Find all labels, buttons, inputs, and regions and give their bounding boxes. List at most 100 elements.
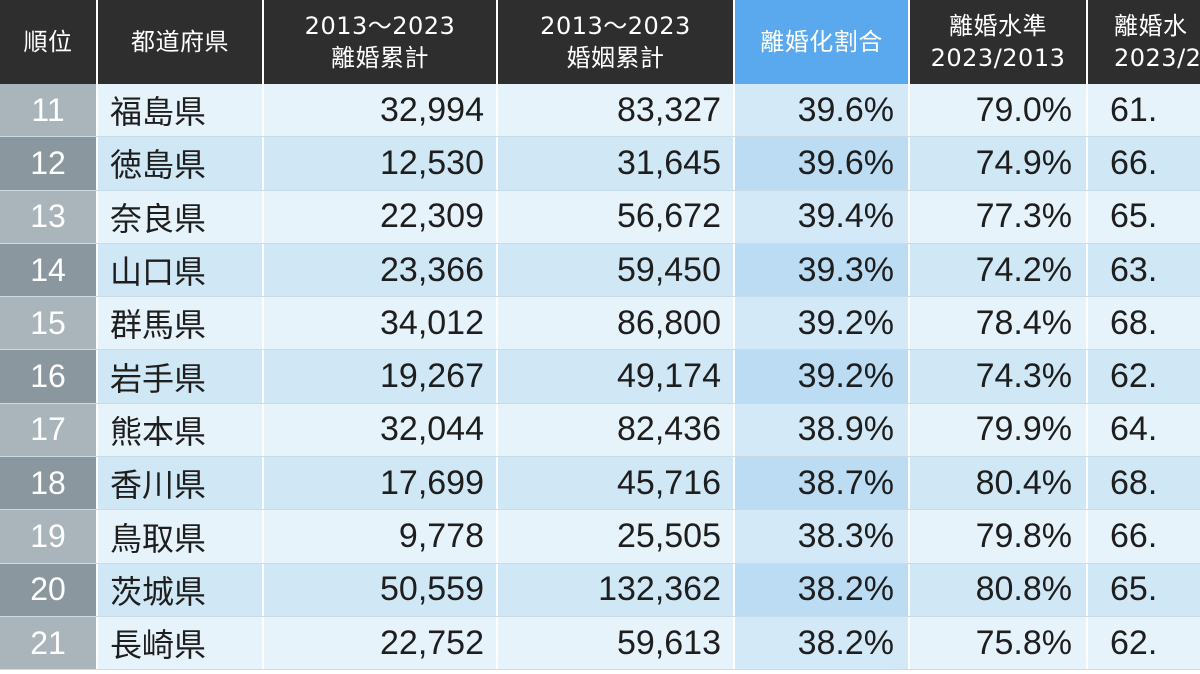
divorce-rate-cell: 39.3% [735, 243, 910, 297]
prefecture-cell: 徳島県 [98, 137, 264, 190]
table-row: 14 山口県 23,366 59,450 39.3% 74.2% 63. [0, 243, 1200, 298]
divorce-rate-cell: 38.3% [735, 510, 910, 563]
header-col7-label: 離婚水 [1114, 12, 1188, 40]
header-prefecture: 都道府県 [98, 0, 264, 84]
header-divorce-level-ratio: 2023/2013 [930, 44, 1066, 72]
divorce-level-cell: 79.0% [910, 84, 1088, 137]
rank-cell: 15 [0, 297, 98, 350]
marriage-total-cell: 86,800 [498, 297, 735, 350]
prefecture-cell: 群馬県 [98, 297, 264, 350]
header-marriage-total-period: 2013〜2023 [540, 12, 691, 40]
col7-cell: 68. [1088, 457, 1200, 510]
divorce-level-cell: 80.8% [910, 563, 1088, 616]
rank-cell: 13 [0, 190, 98, 243]
divorce-rate-cell: 38.2% [735, 563, 910, 616]
table-row: 18 香川県 17,699 45,716 38.7% 80.4% 68. [0, 457, 1200, 511]
divorce-rate-cell: 39.2% [735, 350, 910, 403]
marriage-total-cell: 59,450 [498, 243, 735, 297]
rank-cell: 12 [0, 137, 98, 190]
marriage-total-cell: 25,505 [498, 510, 735, 563]
col7-cell: 65. [1088, 190, 1200, 243]
header-divorce-rate: 離婚化割合 [735, 0, 910, 84]
divorce-total-cell: 34,012 [264, 297, 498, 350]
header-col7-ratio: 2023/2 [1114, 44, 1200, 72]
divorce-level-cell: 74.2% [910, 243, 1088, 297]
divorce-total-cell: 12,530 [264, 137, 498, 190]
divorce-level-cell: 75.8% [910, 616, 1088, 670]
table-row: 13 奈良県 22,309 56,672 39.4% 77.3% 65. [0, 190, 1200, 244]
rank-cell: 20 [0, 563, 98, 616]
divorce-total-cell: 19,267 [264, 350, 498, 403]
marriage-total-cell: 132,362 [498, 563, 735, 616]
divorce-level-cell: 77.3% [910, 190, 1088, 243]
divorce-total-cell: 23,366 [264, 243, 498, 297]
rank-cell: 14 [0, 243, 98, 297]
col7-cell: 66. [1088, 510, 1200, 563]
divorce-total-cell: 32,994 [264, 84, 498, 137]
table-row: 11 福島県 32,994 83,327 39.6% 79.0% 61. [0, 84, 1200, 138]
divorce-total-cell: 9,778 [264, 510, 498, 563]
marriage-total-cell: 82,436 [498, 403, 735, 457]
prefecture-cell: 岩手県 [98, 350, 264, 403]
marriage-total-cell: 45,716 [498, 457, 735, 510]
divorce-total-cell: 22,309 [264, 190, 498, 243]
col7-cell: 63. [1088, 243, 1200, 297]
header-marriage-total: 2013〜2023 婚姻累計 [498, 0, 735, 84]
header-divorce-total: 2013〜2023 離婚累計 [264, 0, 498, 84]
table-body: 11 福島県 32,994 83,327 39.6% 79.0% 61. 12 徳島県 12,53… [0, 84, 1200, 671]
table-row: 17 熊本県 32,044 82,436 38.9% 79.9% 64. [0, 403, 1200, 458]
divorce-level-cell: 78.4% [910, 297, 1088, 350]
divorce-total-cell: 17,699 [264, 457, 498, 510]
rank-cell: 21 [0, 616, 98, 670]
rank-cell: 18 [0, 457, 98, 510]
divorce-level-cell: 80.4% [910, 457, 1088, 510]
prefecture-cell: 長崎県 [98, 616, 264, 670]
marriage-total-cell: 56,672 [498, 190, 735, 243]
prefecture-cell: 奈良県 [98, 190, 264, 243]
divorce-total-cell: 32,044 [264, 403, 498, 457]
divorce-rate-cell: 38.9% [735, 403, 910, 457]
marriage-total-cell: 83,327 [498, 84, 735, 137]
marriage-total-cell: 49,174 [498, 350, 735, 403]
divorce-total-cell: 22,752 [264, 616, 498, 670]
prefecture-cell: 福島県 [98, 84, 264, 137]
header-divorce-total-label: 離婚累計 [331, 44, 429, 72]
divorce-rate-cell: 39.2% [735, 297, 910, 350]
col7-cell: 65. [1088, 563, 1200, 616]
divorce-rate-cell: 38.2% [735, 616, 910, 670]
header-prefecture-label: 都道府県 [131, 28, 229, 56]
divorce-rate-cell: 39.6% [735, 84, 910, 137]
divorce-level-cell: 79.8% [910, 510, 1088, 563]
divorce-rate-cell: 38.7% [735, 457, 910, 510]
col7-cell: 62. [1088, 350, 1200, 403]
divorce-rate-cell: 39.4% [735, 190, 910, 243]
table-row: 20 茨城県 50,559 132,362 38.2% 80.8% 65. [0, 563, 1200, 617]
prefecture-cell: 茨城県 [98, 563, 264, 616]
divorce-level-cell: 74.3% [910, 350, 1088, 403]
prefecture-cell: 熊本県 [98, 403, 264, 457]
header-divorce-total-period: 2013〜2023 [304, 12, 456, 40]
marriage-total-cell: 31,645 [498, 137, 735, 190]
rank-cell: 11 [0, 84, 98, 137]
rank-cell: 17 [0, 403, 98, 457]
prefecture-cell: 山口県 [98, 243, 264, 297]
prefecture-cell: 鳥取県 [98, 510, 264, 563]
header-col7: 離婚水 2023/2 [1088, 0, 1200, 84]
table-row: 12 徳島県 12,530 31,645 39.6% 74.9% 66. [0, 137, 1200, 191]
header-rank-label: 順位 [23, 28, 73, 56]
col7-cell: 66. [1088, 137, 1200, 190]
header-divorce-rate-label: 離婚化割合 [760, 28, 883, 56]
table-header: 順位 都道府県 2013〜2023 離婚累計 2013〜2023 婚姻累計 離婚… [0, 0, 1200, 84]
marriage-total-cell: 59,613 [498, 616, 735, 670]
rank-cell: 16 [0, 350, 98, 403]
col7-cell: 68. [1088, 297, 1200, 350]
table-row: 19 鳥取県 9,778 25,505 38.3% 79.8% 66. [0, 510, 1200, 564]
col7-cell: 64. [1088, 403, 1200, 457]
divorce-level-cell: 74.9% [910, 137, 1088, 190]
col7-cell: 61. [1088, 84, 1200, 137]
divorce-total-cell: 50,559 [264, 563, 498, 616]
header-divorce-level: 離婚水準 2023/2013 [910, 0, 1088, 84]
table-row: 21 長崎県 22,752 59,613 38.2% 75.8% 62. [0, 616, 1200, 671]
col7-cell: 62. [1088, 616, 1200, 670]
